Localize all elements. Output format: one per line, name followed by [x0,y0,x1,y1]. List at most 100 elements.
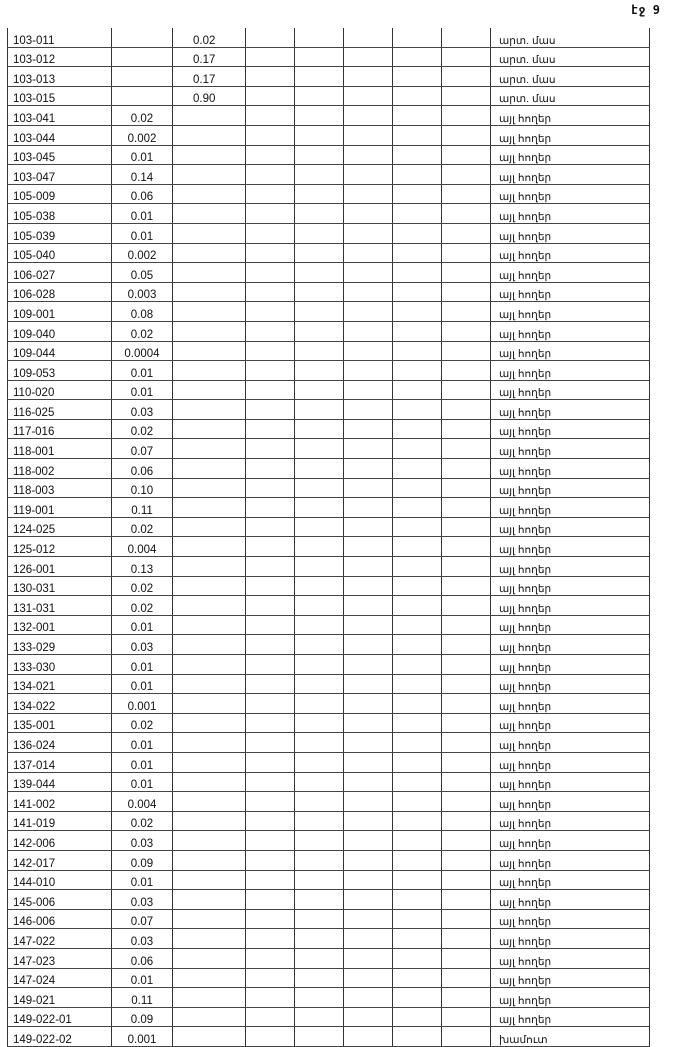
area-value: 0.10 [111,478,173,499]
area-value-col3 [172,968,246,989]
empty-cell [392,850,442,871]
empty-cell [441,811,491,832]
parcel-id: 132-001 [7,615,112,636]
parcel-id: 144-010 [7,870,112,891]
table-row: 118-001 0.07 այլ հողեր [7,438,650,460]
empty-cell [392,282,442,303]
parcel-id: 147-023 [7,948,112,969]
area-value-col3 [172,536,246,558]
empty-cell [441,713,491,734]
empty-cell [392,125,442,146]
empty-cell [294,948,344,969]
empty-cell [294,164,344,185]
table-row: 117-016 0.02 այլ հողեր [7,419,650,440]
empty-cell [245,772,295,793]
empty-cell [441,576,491,597]
parcel-id: 103-013 [7,66,112,87]
land-type: այլ հողեր [490,184,650,205]
area-value-col3 [172,203,246,224]
empty-cell [294,66,344,87]
empty-cell [392,634,442,655]
table-row: 109-053 0.01 այլ հողեր [7,360,650,381]
land-type: այլ հողեր [490,791,650,812]
parcel-id: 103-012 [7,47,112,68]
land-type: այլ հողեր [490,595,650,616]
land-parcel-table: 103-011 0.02 արտ. մաս 103-012 0.17 արտ. մաս 10… [7,28,650,1047]
area-value: 0.01 [111,223,173,244]
empty-cell [392,948,442,969]
empty-cell [245,674,295,695]
area-value-col3 [172,341,246,362]
empty-cell [294,438,344,460]
table-row: 133-029 0.03 այլ հողեր [7,634,650,655]
empty-cell [294,850,344,871]
empty-cell [343,732,393,753]
empty-cell [294,360,344,381]
empty-cell [392,987,442,1008]
empty-cell [343,713,393,734]
empty-cell [441,654,491,675]
empty-cell [441,86,491,107]
area-value-col3: 0.17 [172,47,246,68]
area-value-col3: 0.17 [172,66,246,87]
empty-cell [441,341,491,362]
empty-cell [245,419,295,440]
empty-cell [245,968,295,989]
area-value-col3 [172,301,246,322]
empty-cell [294,576,344,597]
empty-cell [392,438,442,460]
empty-cell [392,909,442,930]
land-type: այլ հողեր [490,223,650,244]
area-value: 0.06 [111,184,173,205]
area-value: 0.09 [111,1007,173,1028]
empty-cell [343,576,393,597]
empty-cell [441,595,491,616]
area-value-col3 [172,164,246,185]
empty-cell [392,536,442,558]
table-row: 116-025 0.03 այլ հողեր [7,399,650,420]
land-type: այլ հողեր [490,615,650,636]
empty-cell [294,732,344,753]
empty-cell [441,693,491,714]
area-value-col3 [172,360,246,381]
area-value-col3 [172,478,246,499]
empty-cell [343,243,393,264]
area-value-col3 [172,419,246,440]
empty-cell [441,105,491,126]
area-value: 0.03 [111,830,173,851]
area-value: 0.11 [111,497,173,518]
empty-cell [294,889,344,910]
area-value: 0.0004 [111,341,173,362]
table-row: 125-012 0.004 այլ հողեր [7,536,650,558]
empty-cell [392,830,442,851]
empty-cell [294,145,344,166]
empty-cell [245,380,295,401]
empty-cell [392,301,442,322]
land-type: այլ հողեր [490,909,650,930]
empty-cell [343,399,393,420]
empty-cell [245,458,295,479]
parcel-id: 134-021 [7,674,112,695]
area-value-col3 [172,595,246,616]
empty-cell [392,478,442,499]
empty-cell [343,615,393,636]
empty-cell [441,556,491,577]
empty-cell [343,850,393,871]
table-row: 103-044 0.002 այլ հողեր [7,125,650,146]
area-value-col3 [172,909,246,930]
empty-cell [343,928,393,949]
area-value-col3 [172,497,246,518]
empty-cell [441,1026,491,1047]
table-row: 109-044 0.0004 այլ հողեր [7,341,650,362]
table-row: 141-002 0.004 այլ հողեր [7,791,650,812]
parcel-id: 149-022-02 [7,1026,112,1047]
empty-cell [245,223,295,244]
parcel-id: 139-044 [7,772,112,793]
table-row: 146-006 0.07 այլ հողեր [7,909,650,930]
area-value-col3 [172,634,246,655]
table-row: 131-031 0.02 այլ հողեր [7,595,650,616]
table-row: 134-021 0.01 այլ հողեր [7,674,650,695]
empty-cell [343,889,393,910]
area-value: 0.07 [111,438,173,460]
empty-cell [343,438,393,460]
